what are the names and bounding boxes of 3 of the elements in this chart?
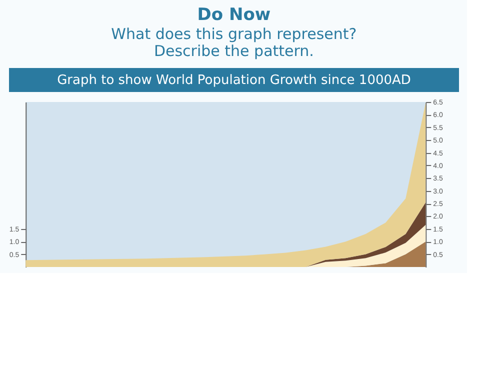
chart-subtitle: What does this graph represent? Describe the pattern. bbox=[111, 25, 357, 60]
text: Graph to show World Population Growth since 1000AD bbox=[57, 73, 411, 88]
chart-title: Do Now bbox=[197, 5, 271, 25]
